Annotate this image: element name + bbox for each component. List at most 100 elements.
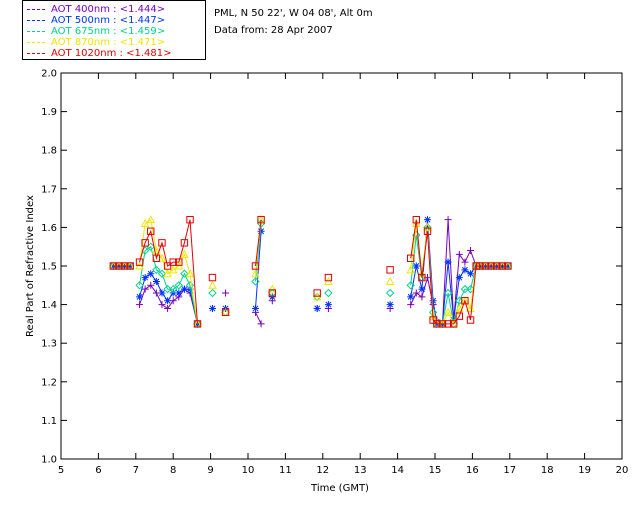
y-tick-label: 1.3 — [41, 339, 57, 350]
legend-item-675nm: AOT 675nm : <1.459> — [27, 26, 165, 37]
data-point — [476, 262, 484, 270]
site-info: PML, N 50 22', W 04 08', Alt 0m — [214, 8, 373, 19]
series-line — [410, 223, 508, 326]
series-line — [255, 231, 262, 309]
series-layer — [109, 215, 513, 329]
data-point — [257, 227, 265, 235]
tick-layer: 5 6 7 8 9 10 11 12 13 14 15 16 17 18 19 20 1.0 1.1 1.2 1.3 1… — [41, 69, 628, 477]
x-tick-label: 17 — [503, 465, 516, 476]
x-tick-label: 13 — [354, 465, 367, 476]
data-point — [135, 258, 144, 266]
data-point — [412, 289, 420, 297]
legend: AOT 400nm : <1.444> AOT 500nm : <1.447> … — [22, 0, 206, 60]
data-point — [406, 254, 415, 262]
data-point — [498, 262, 507, 270]
legend-item-870nm: AOT 870nm : <1.471> — [27, 37, 165, 48]
y-tick-label: 1.9 — [41, 107, 57, 118]
x-tick-label: 10 — [242, 465, 255, 476]
data-point — [412, 262, 420, 270]
data-point — [208, 288, 217, 298]
data-point — [466, 316, 475, 324]
data-point — [168, 265, 178, 274]
data-point — [180, 249, 189, 258]
data-point — [158, 239, 166, 247]
data-point — [444, 258, 452, 266]
data-point — [418, 273, 426, 282]
x-tick-label: 7 — [133, 465, 139, 476]
data-point — [324, 273, 333, 282]
y-tick-label: 1.7 — [41, 184, 57, 195]
data-point — [385, 276, 395, 285]
legend-label-675nm: AOT 675nm : <1.459> — [51, 26, 166, 37]
data-point — [168, 284, 178, 294]
data-point — [147, 227, 155, 235]
y-tick-label: 1.2 — [41, 377, 57, 388]
data-point — [208, 304, 216, 312]
data-point — [467, 270, 475, 278]
data-point — [135, 281, 144, 290]
data-point — [313, 304, 321, 312]
legend-item-500nm: AOT 500nm : <1.447> — [27, 15, 165, 26]
data-point — [429, 297, 437, 305]
data-point — [418, 285, 426, 293]
data-point — [115, 262, 123, 270]
data-point — [152, 254, 161, 262]
data-point — [175, 258, 183, 266]
data-point — [406, 281, 415, 290]
data-point — [386, 301, 394, 309]
data-point — [146, 215, 156, 224]
data-point — [163, 262, 172, 270]
data-point — [180, 269, 189, 278]
data-point — [222, 289, 230, 297]
legend-swatch-1020nm — [27, 52, 45, 54]
data-point — [158, 289, 166, 297]
data-point — [461, 297, 469, 305]
data-point — [313, 289, 321, 297]
data-point — [455, 250, 463, 258]
data-point — [386, 266, 394, 274]
data-point — [147, 281, 155, 289]
data-point — [140, 218, 150, 228]
legend-item-1020nm: AOT 1020nm : <1.481> — [27, 48, 171, 59]
x-tick-label: 16 — [466, 465, 479, 476]
data-point — [141, 239, 149, 247]
data-point — [455, 312, 464, 320]
data-point — [444, 320, 452, 328]
data-point — [251, 304, 259, 312]
data-point — [164, 304, 172, 312]
data-point — [208, 273, 217, 282]
data-point — [141, 274, 149, 282]
data-point — [267, 284, 277, 293]
data-point — [194, 320, 202, 328]
data-point — [412, 215, 421, 224]
y-tick-label: 1.1 — [41, 416, 57, 427]
legend-swatch-870nm — [27, 41, 45, 43]
x-tick-label: 9 — [207, 465, 213, 476]
data-point — [443, 288, 453, 298]
y-axis-label: Real Part of Refractive Index — [25, 195, 36, 337]
x-tick-label: 12 — [316, 465, 329, 476]
x-tick-label: 19 — [578, 465, 591, 476]
data-point — [251, 277, 260, 286]
data-point — [157, 269, 167, 278]
data-point — [169, 258, 177, 266]
legend-label-500nm: AOT 500nm : <1.447> — [51, 15, 166, 26]
x-tick-label: 18 — [541, 465, 554, 476]
x-tick-label: 8 — [170, 465, 176, 476]
legend-swatch-400nm — [27, 8, 45, 10]
data-point — [152, 265, 161, 275]
data-point — [193, 320, 202, 328]
data-point — [324, 288, 333, 298]
data-point — [141, 285, 149, 293]
legend-swatch-675nm — [27, 30, 45, 32]
data-point — [472, 262, 480, 270]
data-point — [120, 262, 129, 270]
data-point — [407, 301, 415, 309]
data-point — [257, 215, 265, 224]
date-info: Data from: 28 Apr 2007 — [214, 25, 333, 36]
legend-label-1020nm: AOT 1020nm : <1.481> — [51, 48, 172, 59]
data-point — [466, 303, 475, 312]
series-line — [139, 218, 198, 324]
x-tick-label: 11 — [279, 465, 292, 476]
